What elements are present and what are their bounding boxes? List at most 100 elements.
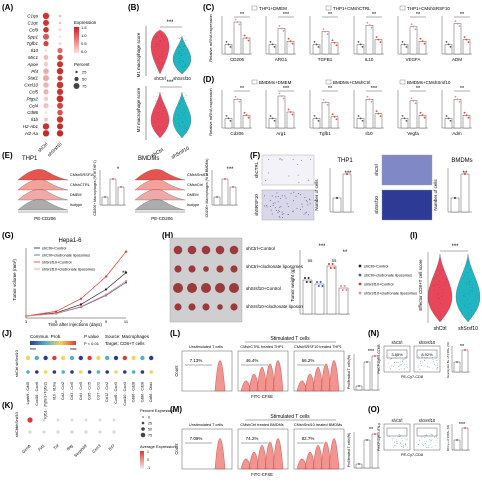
j-dot	[140, 356, 144, 360]
b-point	[159, 121, 160, 122]
f-cell	[283, 213, 284, 214]
d-point	[246, 114, 248, 116]
a-dot-shsrsf10	[57, 68, 63, 74]
f-cell	[265, 180, 266, 181]
h-point	[340, 285, 342, 287]
c-point	[455, 20, 457, 22]
c-bar	[366, 25, 373, 54]
panel-label-g: (G)	[2, 231, 14, 240]
c-gene-label: ADM	[452, 57, 462, 62]
a-dot-shctrl	[45, 111, 48, 114]
c-bar	[278, 28, 285, 54]
b-point	[157, 119, 158, 120]
k-legend-dot	[141, 427, 145, 431]
b-point	[161, 56, 162, 57]
panel-label-n: (N)	[368, 329, 379, 338]
c-bar	[357, 44, 364, 54]
e-right-histogram	[135, 169, 185, 180]
d-point	[274, 120, 276, 122]
d-point	[362, 120, 364, 122]
c-gene-label: ARG1	[275, 57, 288, 62]
d-point	[360, 118, 362, 120]
f-cell	[305, 213, 306, 214]
k-dot	[43, 419, 46, 422]
b-point	[157, 58, 158, 59]
panel-label-o: (O)	[368, 405, 380, 414]
m-column-label: CMshSrsf10 treated BMDMs	[294, 423, 342, 427]
e-left-bar-bar	[110, 179, 116, 205]
b-point	[158, 67, 159, 68]
f-cell	[267, 206, 268, 207]
d-point	[237, 98, 239, 100]
b-point	[181, 55, 182, 56]
i-point	[473, 290, 474, 291]
f-thp1-point	[346, 173, 348, 175]
i-point	[445, 285, 446, 286]
b-point	[180, 37, 181, 38]
d-gene-label: Il10	[365, 131, 373, 136]
c-legend-swatch	[326, 6, 331, 10]
f-title-thp1: THP1	[337, 158, 353, 164]
f-cell	[300, 194, 301, 195]
c-point	[244, 35, 246, 37]
a-dot-shctrl	[44, 55, 49, 60]
f-image-bmdm-shctrl	[382, 155, 432, 185]
f-cell	[282, 214, 283, 215]
n-event	[406, 361, 407, 362]
h-point	[316, 281, 318, 283]
f-cell	[282, 212, 283, 213]
b-point	[164, 128, 165, 129]
n-event	[407, 367, 408, 368]
k-gene-label: Gzmb	[21, 443, 33, 455]
n-event	[405, 359, 406, 360]
b-point	[177, 69, 178, 70]
b-point	[181, 49, 182, 50]
a-dot-shctrl	[43, 20, 49, 26]
n-event	[390, 368, 391, 369]
e-right-legend-label: Isotype	[187, 203, 199, 207]
i-violin-shctrl	[428, 254, 452, 322]
panel-g-growth: Hepa1-6 Tumor volume (mm³) Time after in…	[12, 238, 129, 327]
k-gene-label: Tnf	[52, 443, 60, 451]
o-event	[395, 445, 396, 446]
e-right-bar-bar	[214, 197, 220, 205]
panel-label-e: (E)	[2, 151, 13, 160]
b-point	[164, 136, 165, 137]
b-ylabel-bottom: M2 macrophage score	[136, 87, 141, 132]
f-bmdm-bar	[451, 198, 459, 212]
i-point	[443, 311, 444, 312]
o-event	[422, 436, 423, 437]
b-point	[160, 41, 161, 42]
o-bar	[462, 428, 468, 450]
h-tumor	[188, 265, 195, 272]
b-violin-shsrsf10-m1	[173, 36, 191, 74]
i-point	[461, 314, 462, 315]
b-point	[156, 36, 157, 37]
c-point	[270, 41, 272, 43]
j-pair-label: Cd80 - Cd28	[140, 382, 144, 402]
d-bar	[322, 102, 329, 128]
k-dot	[113, 419, 116, 422]
d-sig: ***	[371, 86, 378, 92]
i-point	[436, 279, 437, 280]
c-bar	[234, 22, 241, 54]
n-event	[437, 369, 438, 370]
g-ylabel: Tumor volume (mm³)	[12, 259, 17, 301]
c-bar	[454, 24, 461, 54]
c-bar	[322, 32, 329, 54]
b-point	[159, 32, 160, 33]
h-point	[332, 263, 334, 265]
d-point	[457, 98, 459, 100]
f-cell	[301, 160, 302, 161]
k-legend-tick: 0	[148, 416, 150, 420]
o-event	[405, 438, 406, 439]
panel-label-f: (F)	[250, 151, 261, 160]
b-point	[159, 134, 160, 135]
j-dot	[149, 356, 153, 360]
b-point	[185, 40, 186, 41]
c-bar	[225, 44, 232, 54]
c-point	[318, 46, 320, 48]
i-point	[438, 275, 439, 276]
f-cell	[308, 214, 309, 215]
d-gene-label: Vegfa	[407, 131, 419, 136]
